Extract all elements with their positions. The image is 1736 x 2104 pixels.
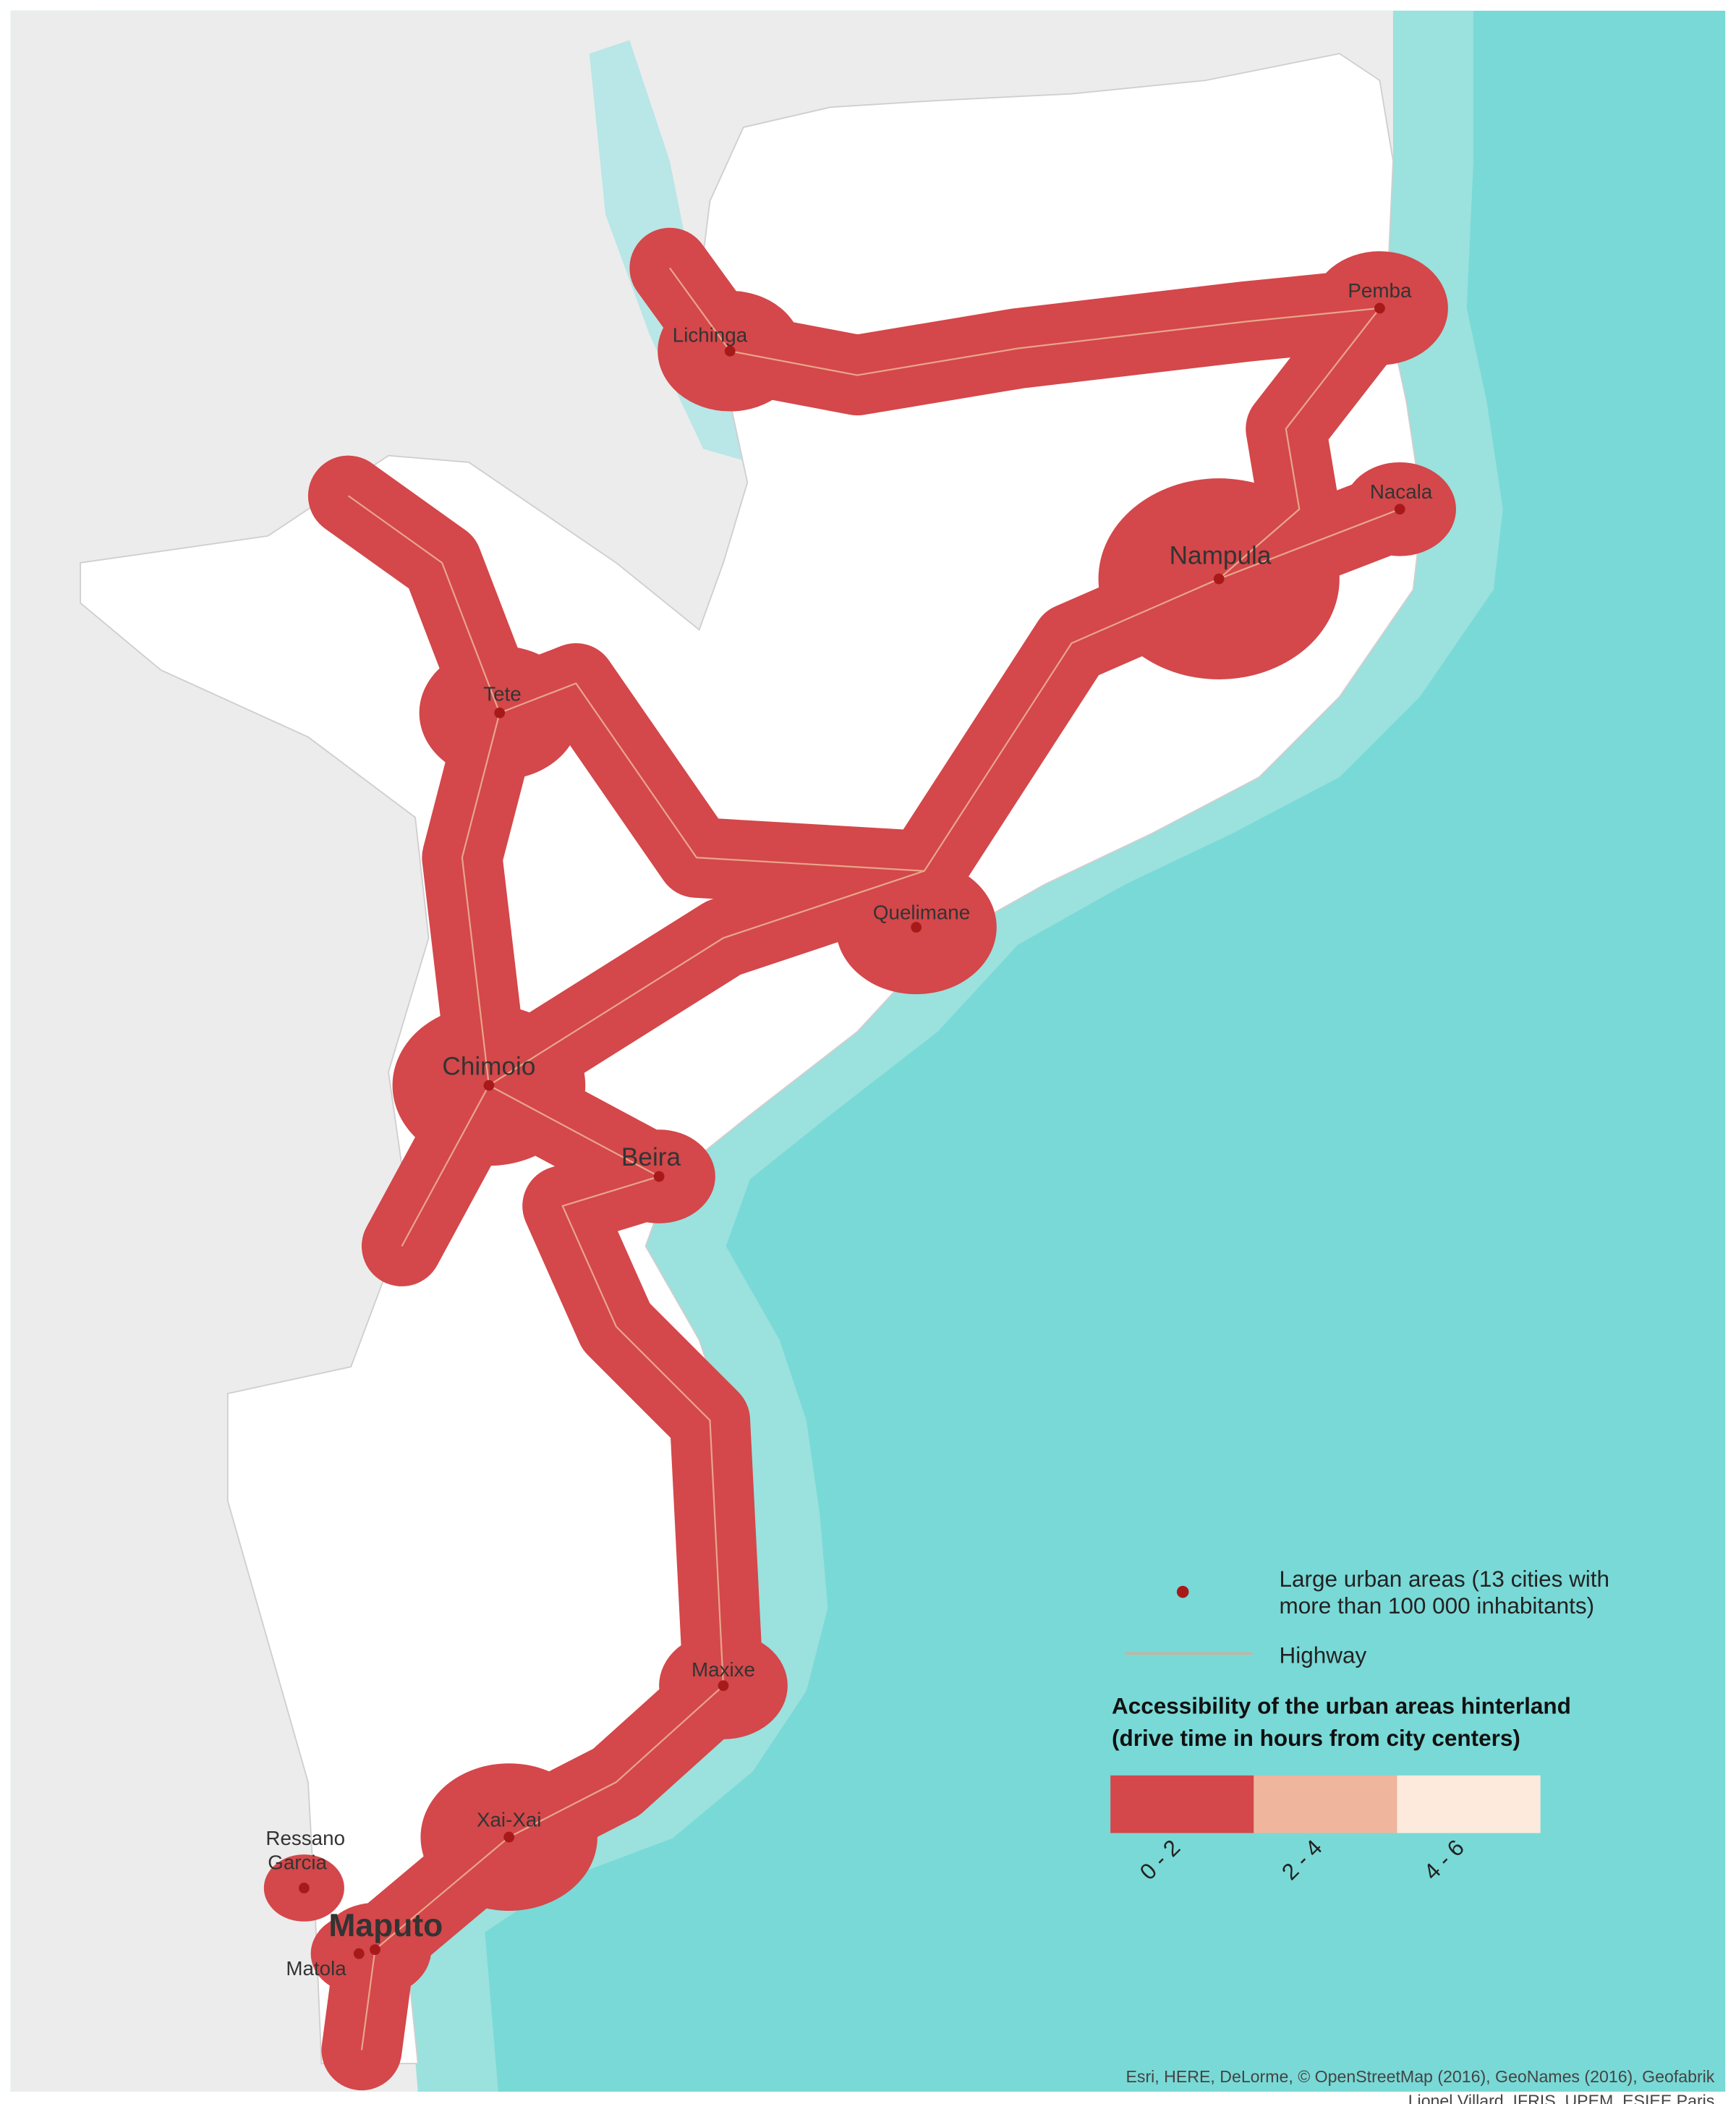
city-labels: Lichinga Pemba Nacala Nampula Tete Quelimane C…: [265, 279, 1432, 1980]
city-label: Quelimane: [873, 901, 970, 923]
highway: [360, 1949, 376, 2050]
city-label: Chimoio: [442, 1052, 535, 1080]
legend-swatch: [1110, 1775, 1254, 1833]
attribution-line: Esri, HERE, DeLorme, © OpenStreetMap (20…: [1126, 2067, 1714, 2086]
city-label: Garcia: [268, 1851, 327, 1874]
city-label: Maputo: [328, 1908, 443, 1943]
legend-highway-text: Highway: [1280, 1642, 1367, 1668]
highway: [561, 1175, 725, 1686]
city-dot: [911, 922, 922, 933]
highway: [730, 307, 1380, 376]
city-dot: [483, 1079, 495, 1091]
city-dot: [1374, 302, 1385, 314]
highway: [401, 1085, 490, 1247]
city-dot: [370, 1944, 380, 1956]
city-dot: [724, 345, 736, 357]
city-label: Xai-Xai: [477, 1808, 542, 1831]
city-label: Maxixe: [692, 1658, 755, 1681]
highway: [1218, 307, 1400, 580]
city-dot: [298, 1883, 310, 1893]
city-label: Ressano: [265, 1827, 345, 1849]
accessibility-zones: [263, 227, 1456, 2091]
city-dot: [353, 1948, 365, 1959]
highway: [669, 267, 731, 352]
highway: [347, 495, 501, 713]
attribution-line: Lionel Villard, IFRIS, UPEM, ESIEE Paris: [1408, 2091, 1715, 2104]
legend-city-text: Large urban areas (13 cities with: [1280, 1566, 1610, 1592]
city-dot: [653, 1171, 665, 1182]
city-dot: [494, 707, 506, 718]
city-dot: [503, 1831, 515, 1843]
city-dot: [718, 1680, 729, 1692]
legend-city-text: more than 100 000 inhabitants): [1280, 1593, 1595, 1619]
legend-swatch: [1397, 1775, 1541, 1833]
city-label: Matola: [286, 1957, 346, 1980]
legend-swatch: [1254, 1775, 1397, 1833]
city-label: Lichinga: [673, 323, 748, 346]
legend-title: (drive time in hours from city centers): [1112, 1726, 1520, 1751]
highway: [374, 1684, 724, 1951]
highway: [488, 578, 1220, 1087]
highway: [461, 712, 501, 1086]
legend-city-dot: [1176, 1585, 1189, 1598]
highway: [499, 682, 924, 872]
city-dot: [1213, 573, 1225, 585]
city-dot: [1394, 504, 1405, 515]
highway: [488, 1085, 660, 1178]
city-label: Nampula: [1170, 542, 1272, 570]
attribution: Esri, HERE, DeLorme, © OpenStreetMap (20…: [1126, 2067, 1714, 2104]
city-label: Nacala: [1370, 480, 1433, 503]
city-label: Tete: [483, 683, 521, 705]
legend-title: Accessibility of the urban areas hinterl…: [1112, 1694, 1571, 1719]
city-label: Beira: [621, 1143, 681, 1171]
city-label: Pemba: [1348, 279, 1412, 302]
